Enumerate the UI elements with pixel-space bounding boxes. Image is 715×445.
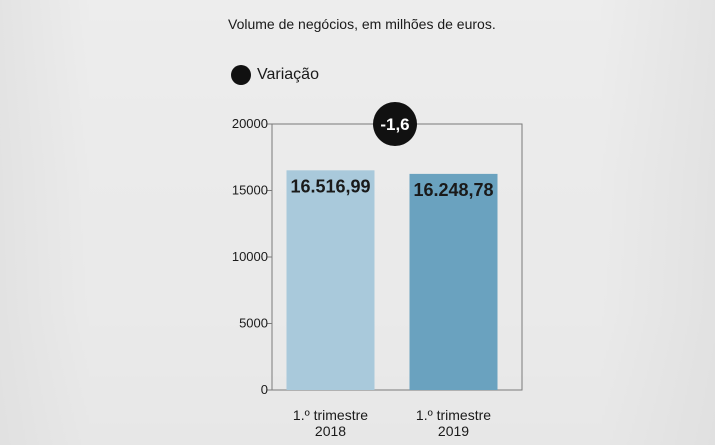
x-tick-label: 2018 [315, 423, 346, 439]
x-tick-label: 1.º trimestre [293, 407, 368, 423]
data-label: 16.248,78 [413, 180, 493, 200]
x-tick-label: 1.º trimestre [416, 407, 491, 423]
legend: Variação [231, 64, 319, 86]
y-tick-label: 15000 [232, 183, 268, 198]
x-tick-label: 2019 [438, 423, 469, 439]
variation-badge: -1,6 [373, 102, 417, 146]
legend-label: Variação [257, 66, 319, 83]
chart-bars [286, 170, 498, 390]
y-tick-label: 0 [261, 382, 268, 397]
data-label: 16.516,99 [290, 176, 370, 196]
y-tick-label: 20000 [232, 116, 268, 131]
variation-badge-label: -1,6 [380, 115, 409, 134]
bar [409, 173, 498, 390]
bar [286, 170, 375, 390]
y-tick-label: 5000 [239, 316, 268, 331]
variation-badge-circle [373, 102, 417, 146]
y-tick-label: 10000 [232, 249, 268, 264]
legend-dot-icon [231, 65, 251, 85]
chart-subtitle: Volume de negócios, em milhões de euros. [228, 16, 496, 32]
chart-axes: 0 5000 10000 15000 20000 [232, 116, 523, 397]
